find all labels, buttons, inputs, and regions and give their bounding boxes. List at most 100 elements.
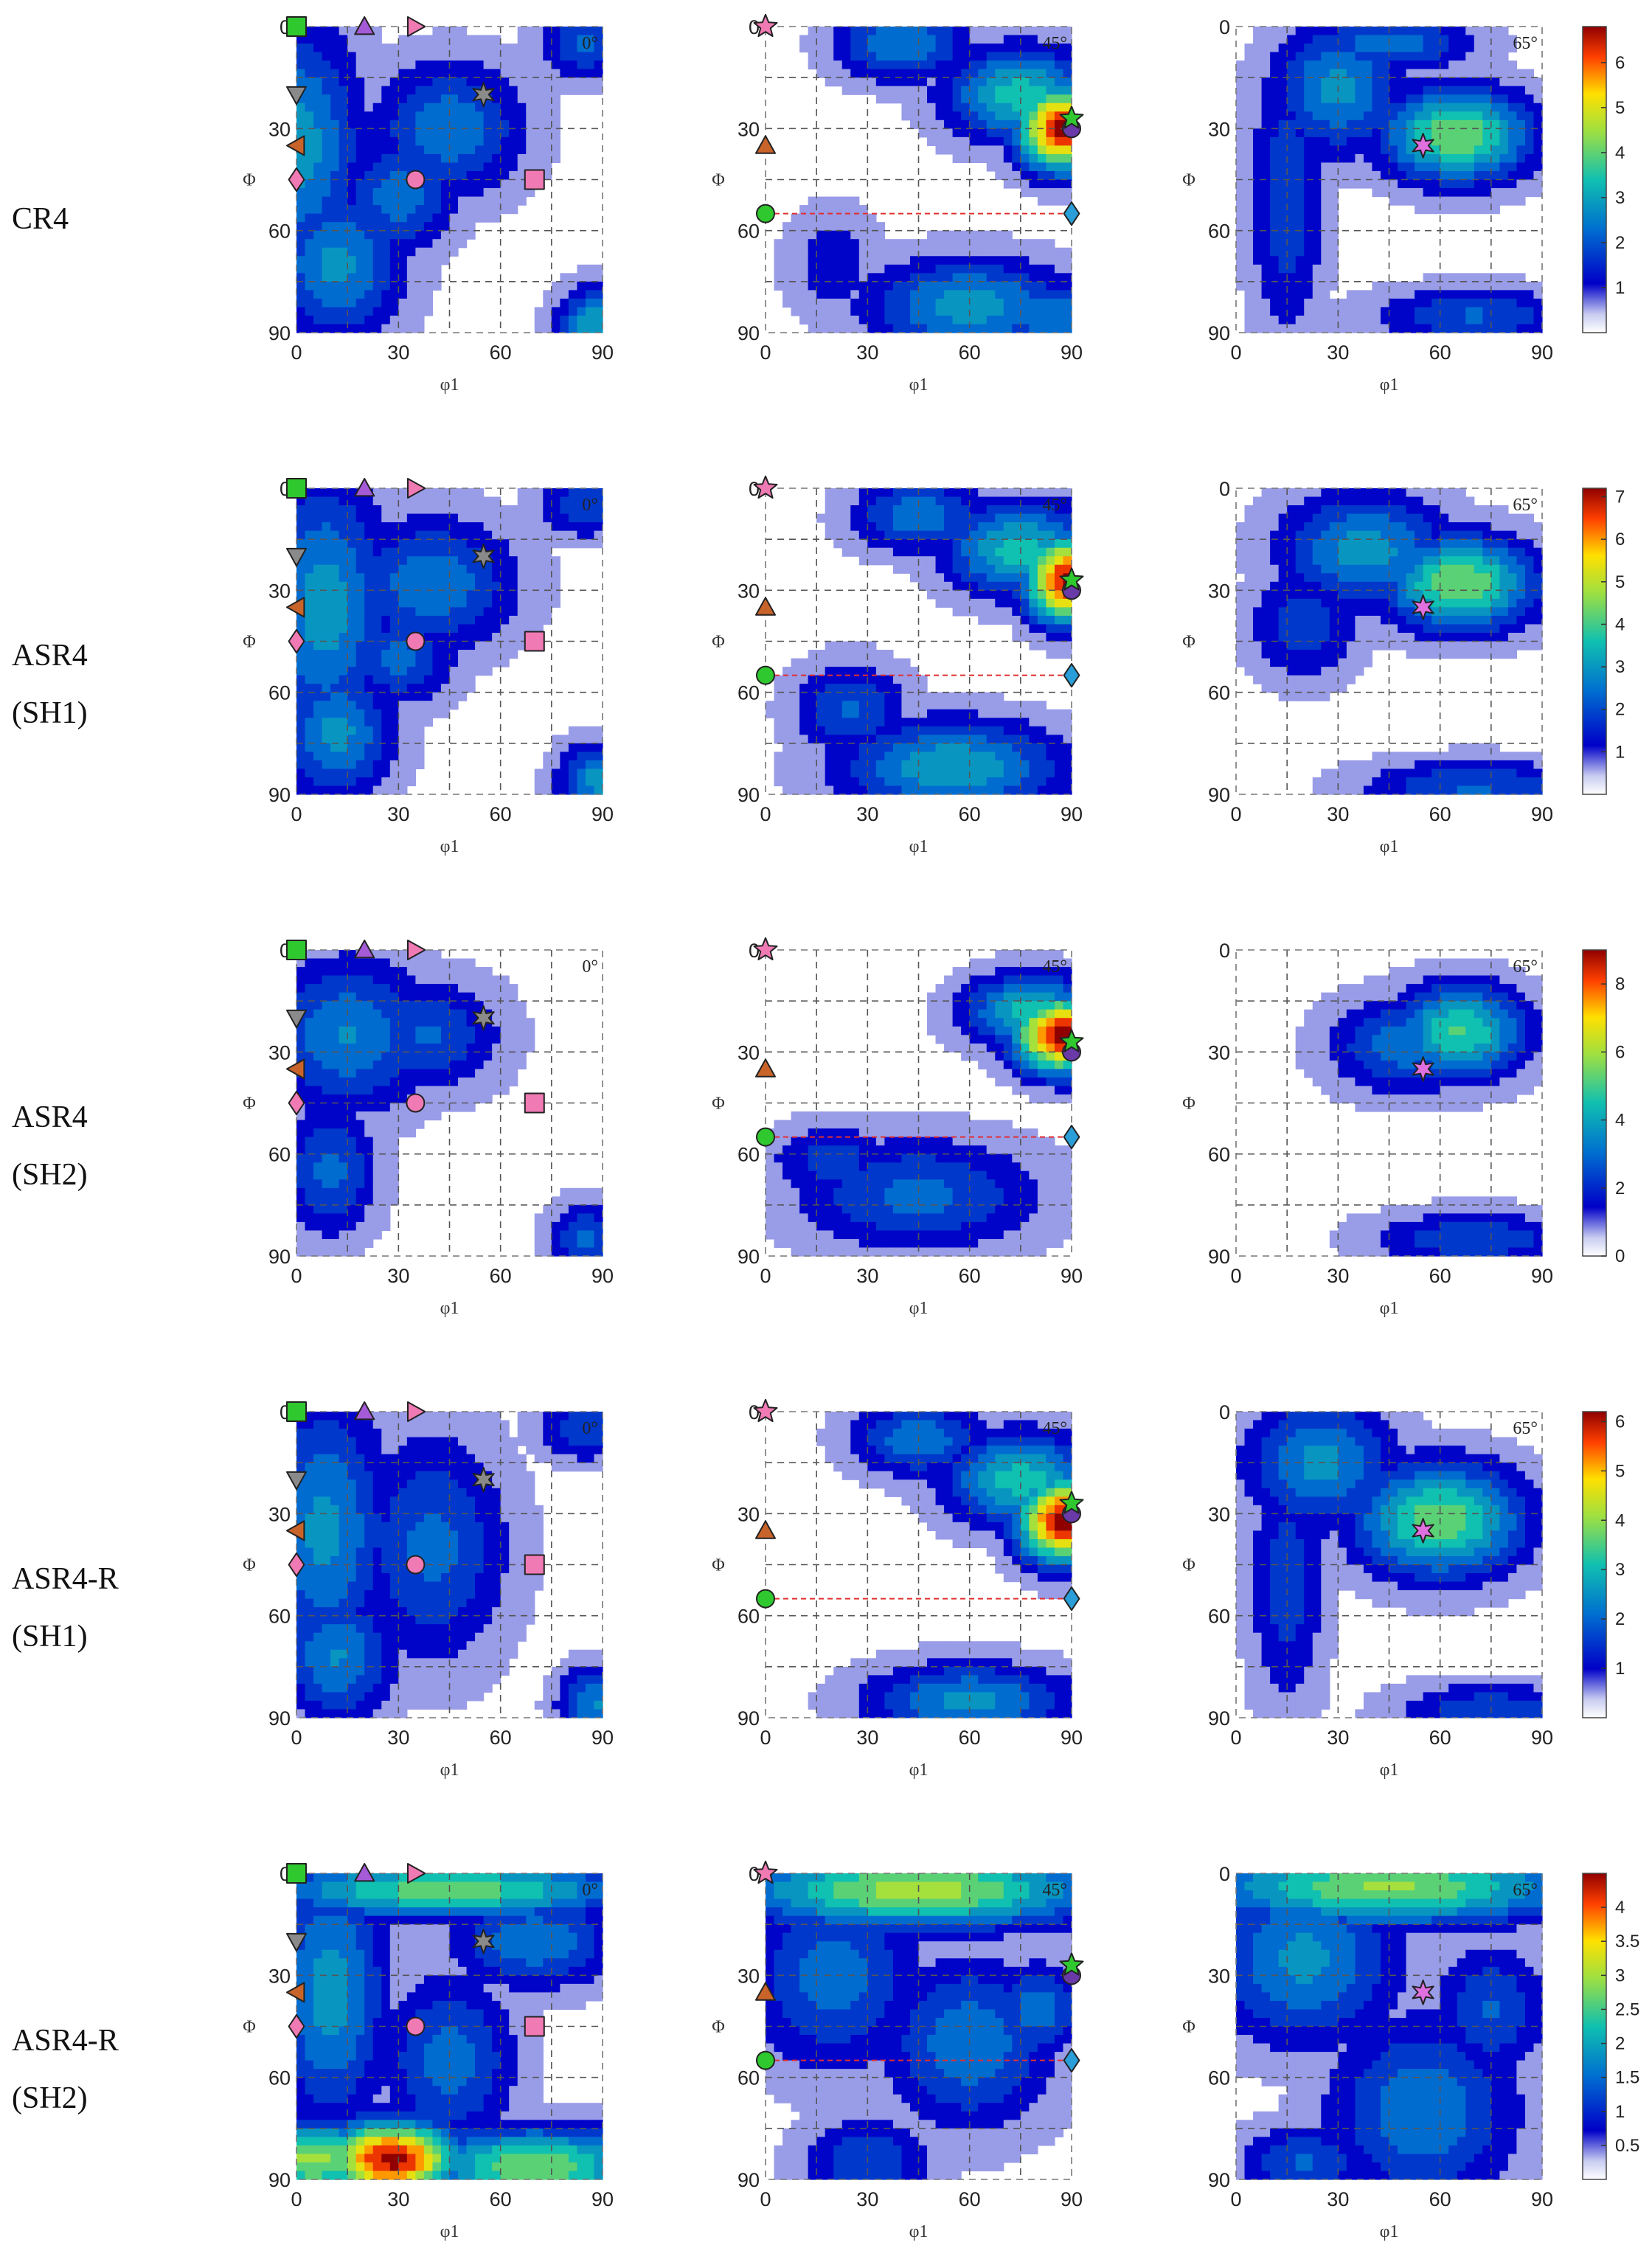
heat-cell — [935, 777, 945, 787]
heat-cell — [1312, 264, 1322, 274]
heat-cell — [1398, 298, 1407, 308]
heat-cell — [1236, 556, 1246, 566]
heat-cell — [1046, 281, 1055, 291]
heat-cell — [986, 692, 996, 701]
heat-cell — [560, 77, 569, 87]
heat-cell — [791, 675, 800, 684]
heat-cell — [986, 324, 996, 333]
heat-cell — [1270, 307, 1280, 316]
heat-cell — [1465, 307, 1475, 316]
heat-cell — [850, 69, 860, 78]
heat-cell — [918, 324, 928, 333]
heat-cell — [296, 290, 306, 299]
heat-cell — [423, 230, 434, 240]
heat-cell — [585, 27, 595, 36]
heat-cell — [927, 52, 937, 61]
heat-cell — [1465, 27, 1475, 36]
heat-cell — [458, 641, 468, 651]
heat-cell — [355, 103, 365, 112]
heat-cell — [1020, 718, 1030, 727]
heat-cell — [330, 119, 340, 129]
heat-cell — [398, 496, 408, 506]
heat-cell — [423, 153, 434, 164]
heat-cell — [867, 213, 877, 223]
heat-cell — [944, 256, 954, 266]
x-tick-label: 0 — [1230, 341, 1241, 364]
heat-cell — [841, 539, 851, 549]
heat-cell — [1465, 86, 1475, 95]
heat-cell — [355, 94, 365, 104]
heat-cell — [858, 230, 868, 240]
heat-cell — [440, 27, 451, 36]
heat-cell — [322, 307, 331, 316]
heat-cell — [509, 179, 518, 189]
heat-cell — [961, 547, 971, 557]
heat-cell — [364, 256, 374, 266]
heat-cell — [389, 581, 399, 591]
heat-cell — [398, 581, 408, 591]
heat-cell — [961, 324, 971, 333]
heat-cell — [355, 522, 365, 532]
heat-cell — [500, 103, 510, 112]
heat-cell — [458, 205, 468, 215]
heat-cell — [825, 290, 834, 299]
heat-cell — [1244, 641, 1254, 651]
heat-cell — [398, 709, 408, 718]
heat-cell — [892, 256, 903, 266]
heat-cell — [884, 650, 894, 659]
heat-cell — [875, 247, 885, 257]
heat-cell — [816, 307, 826, 316]
heat-cell — [935, 128, 945, 138]
heat-cell — [440, 52, 451, 61]
heat-cell — [952, 769, 962, 778]
heat-cell — [892, 530, 903, 540]
heat-cell — [1499, 179, 1509, 189]
heat-cell — [492, 111, 502, 121]
heat-cell — [347, 684, 357, 693]
heat-cell — [339, 488, 348, 498]
heat-cell — [355, 264, 365, 274]
heat-cell — [594, 307, 603, 316]
heat-cell — [322, 505, 331, 515]
heat-cell — [594, 315, 603, 325]
heat-cell — [1346, 162, 1356, 172]
heat-cell — [833, 785, 843, 795]
heat-cell — [517, 522, 527, 532]
heat-cell — [466, 496, 476, 506]
heat-cell — [415, 675, 425, 684]
heat-cell — [1415, 153, 1424, 164]
heat-cell — [398, 684, 408, 693]
heat-cell — [774, 701, 783, 710]
heat-cell — [867, 239, 877, 249]
heat-cell — [1287, 35, 1297, 44]
heat-cell — [1457, 128, 1466, 138]
heat-cell — [440, 222, 451, 232]
heat-cell — [952, 573, 962, 583]
heat-cell — [944, 573, 954, 583]
heat-cell — [509, 205, 518, 215]
heat-cell — [1389, 170, 1398, 181]
heat-cell — [935, 119, 945, 129]
heat-cell — [1440, 290, 1449, 299]
heat-cell — [1474, 86, 1483, 95]
heat-cell — [330, 522, 340, 532]
heat-cell — [1020, 709, 1030, 718]
heat-cell — [1457, 44, 1466, 53]
heat-cell — [901, 513, 911, 523]
heat-cell — [1363, 119, 1373, 129]
heat-cell — [1440, 69, 1449, 78]
heat-cell — [305, 315, 314, 325]
heat-cell — [816, 69, 826, 78]
heat-cell — [1524, 162, 1535, 172]
heat-cell — [1355, 119, 1364, 129]
heat-cell — [867, 273, 877, 282]
heat-cell — [969, 564, 979, 574]
heat-cell — [483, 111, 493, 121]
heat-cell — [1020, 162, 1030, 172]
heat-cell — [347, 735, 357, 744]
heat-cell — [1253, 522, 1263, 532]
heat-cell — [313, 488, 323, 498]
heat-cell — [1482, 69, 1492, 78]
heat-cell — [466, 539, 476, 549]
heat-cell — [339, 641, 348, 651]
